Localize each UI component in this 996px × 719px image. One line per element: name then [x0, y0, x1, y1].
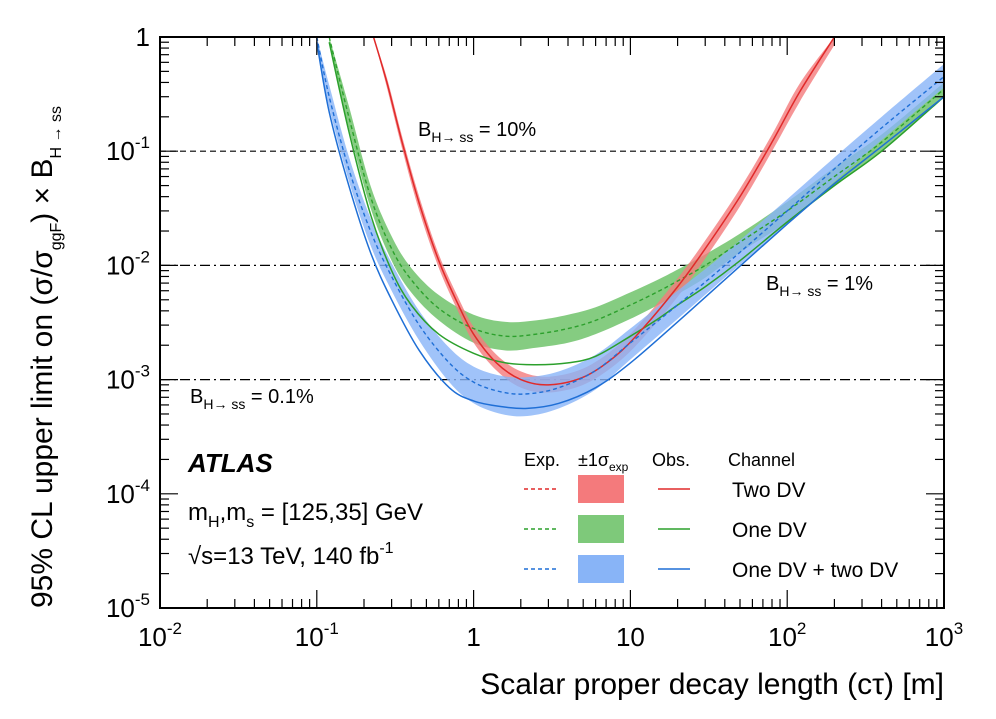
y-tick-label: 10-1	[106, 133, 150, 166]
expected-curve-one-dv-two-dv	[316, 37, 944, 395]
reference-line-label: BH→ ss = 0.1%	[190, 386, 314, 412]
observed-curve-one-dv	[328, 42, 944, 366]
reference-line-label: BH→ ss = 10%	[418, 119, 536, 145]
legend-label-one-dv: One DV	[732, 519, 807, 542]
y-tick-label: 10-2	[106, 247, 150, 280]
legend-header-band: ±1σexp	[578, 450, 629, 474]
legend-label-two-dv: Two DV	[732, 479, 806, 502]
legend-band-swatch-two-dv	[578, 475, 624, 503]
band-one-dv	[329, 37, 944, 351]
legend-band-swatch-one-dv	[578, 515, 624, 543]
x-tick-label: 103	[925, 619, 963, 652]
x-tick-label: 102	[768, 619, 806, 652]
legend-label-one-dv-two-dv: One DV + two DV	[732, 559, 898, 582]
reference-lines	[160, 150, 944, 381]
band-one-dv-two-dv	[316, 37, 944, 417]
y-axis-title: 95% CL upper limit on (σ/σggF) × BH → ss	[26, 106, 65, 608]
legend: Exp. ±1σexp Obs. Channel Two DV One DV One…	[524, 450, 898, 583]
expected-curve-one-dv	[328, 37, 944, 338]
x-axis-title: Scalar proper decay length (cτ) [m]	[480, 668, 944, 701]
y-title-sub2: H → ss	[48, 106, 65, 158]
reference-line-labels: BH→ ss = 10% BH→ ss = 1% BH→ ss = 0.1%	[190, 119, 873, 412]
y-tick-label: 10-5	[106, 590, 150, 623]
legend-band-swatch-one-dv-two-dv	[578, 555, 624, 583]
plot-frame	[159, 36, 945, 609]
x-tick-label: 10	[616, 622, 645, 652]
y-title-sub1: ggF	[48, 222, 65, 250]
observed-curve-one-dv-two-dv	[316, 42, 944, 410]
y-tick-label: 10-3	[106, 362, 150, 395]
y-title-part2: ) × B	[26, 158, 59, 222]
x-tick-labels: 10-2 10-1 1 10 102 103	[138, 619, 963, 652]
y-tick-labels: 10-5 10-4 10-3 10-2 10-1 1	[106, 22, 150, 623]
y-tick-label: 1	[136, 22, 150, 52]
experiment-label: ATLAS	[187, 448, 273, 478]
mass-label: mH,ms = [125,35] GeV	[188, 499, 423, 531]
observed-curve-two-dv	[372, 37, 836, 386]
band-two-dv	[373, 37, 835, 393]
limit-curves	[316, 37, 944, 410]
legend-header-channel: Channel	[728, 450, 795, 470]
y-title-part1: 95% CL upper limit on (σ/σ	[26, 250, 59, 608]
legend-header-exp: Exp.	[524, 450, 560, 470]
legend-header-obs: Obs.	[652, 450, 690, 470]
energy-lumi-label: √s=13 TeV, 140 fb-1	[188, 540, 394, 570]
x-tick-label: 1	[466, 622, 480, 652]
reference-line-label: BH→ ss = 1%	[766, 273, 873, 299]
axis-ticks	[159, 36, 945, 609]
x-tick-label: 10-2	[138, 619, 182, 652]
uncertainty-bands	[316, 37, 944, 417]
x-tick-label: 10-1	[295, 619, 339, 652]
y-tick-label: 10-4	[106, 476, 150, 509]
